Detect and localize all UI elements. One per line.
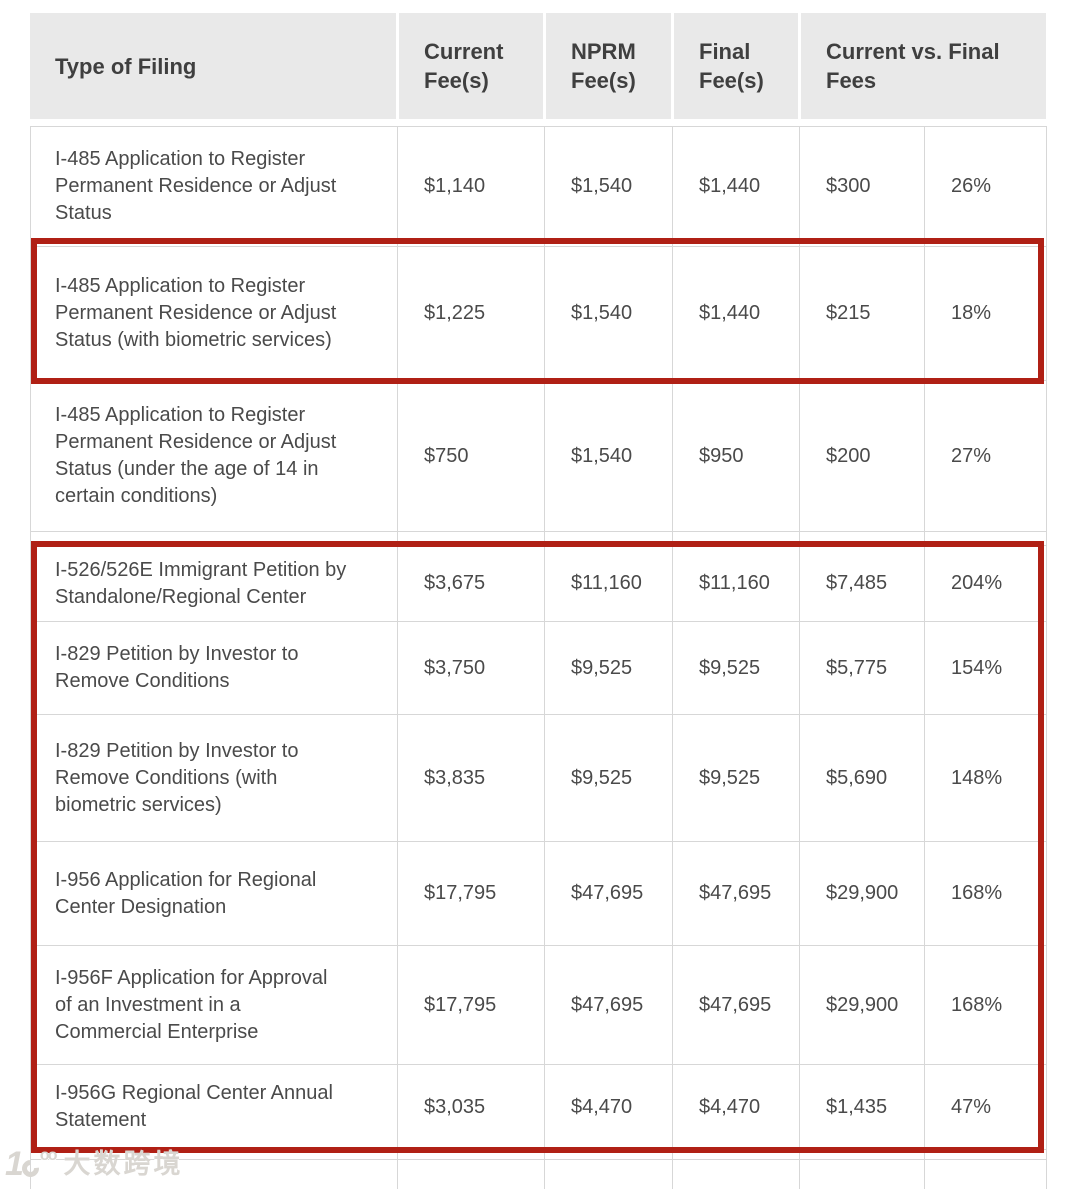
cell-current-fee: $1,225 xyxy=(397,246,545,381)
cell-filing: I-829 Petition by Investor to Remove Con… xyxy=(30,714,398,842)
cell-nprm-fee: $9,525 xyxy=(544,714,673,842)
watermark-text: 大数跨境 xyxy=(63,1149,184,1179)
cell-percent-change: 26% xyxy=(924,126,1047,247)
cell-current-fee: $17,795 xyxy=(397,841,545,946)
cell-nprm-fee: $47,695 xyxy=(544,945,673,1065)
cell-percent-change: 27% xyxy=(924,380,1047,532)
cell-current-fee: $3,835 xyxy=(397,714,545,842)
cell-fee-difference: $29,900 xyxy=(799,841,925,946)
cut-off-row xyxy=(30,1159,1047,1189)
cell-nprm-fee: $1,540 xyxy=(544,246,673,381)
cell-filing: I-829 Petition by Investor to Remove Con… xyxy=(30,621,398,715)
table-row-highlighted: I-956 Application for Regional Center De… xyxy=(30,841,1047,946)
cell-fee-difference: $215 xyxy=(799,246,925,381)
cell-percent-change: 148% xyxy=(924,714,1047,842)
cell-final-fee: $950 xyxy=(672,380,800,532)
cell-fee-difference: $200 xyxy=(799,380,925,532)
cell-percent-change: 168% xyxy=(924,945,1047,1065)
watermark-logo: 1 xyxy=(5,1145,24,1183)
cell-fee-difference: $29,900 xyxy=(799,945,925,1065)
cell-percent-change: 204% xyxy=(924,545,1047,622)
cell-percent-change: 168% xyxy=(924,841,1047,946)
cell-filing: I-956 Application for Regional Center De… xyxy=(30,841,398,946)
watermark-logo-degrees: oo xyxy=(39,1147,57,1164)
cell-nprm-fee: $47,695 xyxy=(544,841,673,946)
table-row-highlighted: I-829 Petition by Investor to Remove Con… xyxy=(30,621,1047,715)
cell-percent-change: 154% xyxy=(924,621,1047,715)
cell-percent-change: 47% xyxy=(924,1064,1047,1150)
cell-current-fee: $3,035 xyxy=(397,1064,545,1150)
cell-final-fee: $9,525 xyxy=(672,714,800,842)
cell-final-fee: $1,440 xyxy=(672,246,800,381)
header-current-fees: Current Fee(s) xyxy=(399,13,543,119)
cell-fee-difference: $7,485 xyxy=(799,545,925,622)
cell-final-fee: $47,695 xyxy=(672,945,800,1065)
table-row-highlighted: I-829 Petition by Investor to Remove Con… xyxy=(30,714,1047,842)
cell-current-fee: $750 xyxy=(397,380,545,532)
table-row-highlighted: I-956G Regional Center Annual Statement … xyxy=(30,1064,1047,1150)
cell-nprm-fee: $1,540 xyxy=(544,126,673,247)
cell-nprm-fee: $9,525 xyxy=(544,621,673,715)
cell-final-fee: $47,695 xyxy=(672,841,800,946)
header-nprm-fees: NPRM Fee(s) xyxy=(546,13,671,119)
table-row: I-485 Application to Register Permanent … xyxy=(30,380,1047,532)
table-row-highlighted: I-485 Application to Register Permanent … xyxy=(30,246,1047,381)
fee-table-grid: I-485 Application to Register Permanent … xyxy=(30,126,1047,1189)
cell-percent-change: 18% xyxy=(924,246,1047,381)
table-row-highlighted: I-526/526E Immigrant Petition by Standal… xyxy=(30,545,1047,622)
cell-fee-difference: $1,435 xyxy=(799,1064,925,1150)
fee-table: I-485 Application to Register Permanent … xyxy=(30,126,1047,1189)
header-current-vs-final: Current vs. Final Fees xyxy=(801,13,1046,119)
cell-nprm-fee: $1,540 xyxy=(544,380,673,532)
cell-current-fee: $3,750 xyxy=(397,621,545,715)
cell-nprm-fee: $11,160 xyxy=(544,545,673,622)
cell-nprm-fee: $4,470 xyxy=(544,1064,673,1150)
table-header-row: Type of Filing Current Fee(s) NPRM Fee(s… xyxy=(30,13,1046,119)
cell-current-fee: $17,795 xyxy=(397,945,545,1065)
header-type-of-filing: Type of Filing xyxy=(30,13,396,119)
cell-filing: I-485 Application to Register Permanent … xyxy=(30,126,398,247)
cell-final-fee: $1,440 xyxy=(672,126,800,247)
cell-filing: I-485 Application to Register Permanent … xyxy=(30,380,398,532)
cell-filing: I-956F Application for Approval of an In… xyxy=(30,945,398,1065)
cell-final-fee: $9,525 xyxy=(672,621,800,715)
table-row: I-485 Application to Register Permanent … xyxy=(30,126,1047,247)
cell-final-fee: $4,470 xyxy=(672,1064,800,1150)
cell-fee-difference: $300 xyxy=(799,126,925,247)
cell-fee-difference: $5,775 xyxy=(799,621,925,715)
cell-filing: I-526/526E Immigrant Petition by Standal… xyxy=(30,545,398,622)
cell-current-fee: $3,675 xyxy=(397,545,545,622)
cell-fee-difference: $5,690 xyxy=(799,714,925,842)
cell-filing: I-956G Regional Center Annual Statement xyxy=(30,1064,398,1150)
watermark: 1 oo 大数跨境 xyxy=(5,1145,184,1183)
cell-current-fee: $1,140 xyxy=(397,126,545,247)
cell-filing: I-485 Application to Register Permanent … xyxy=(30,246,398,381)
spacer-row xyxy=(30,531,1047,546)
header-final-fees: Final Fee(s) xyxy=(674,13,798,119)
cell-final-fee: $11,160 xyxy=(672,545,800,622)
table-row-highlighted: I-956F Application for Approval of an In… xyxy=(30,945,1047,1065)
